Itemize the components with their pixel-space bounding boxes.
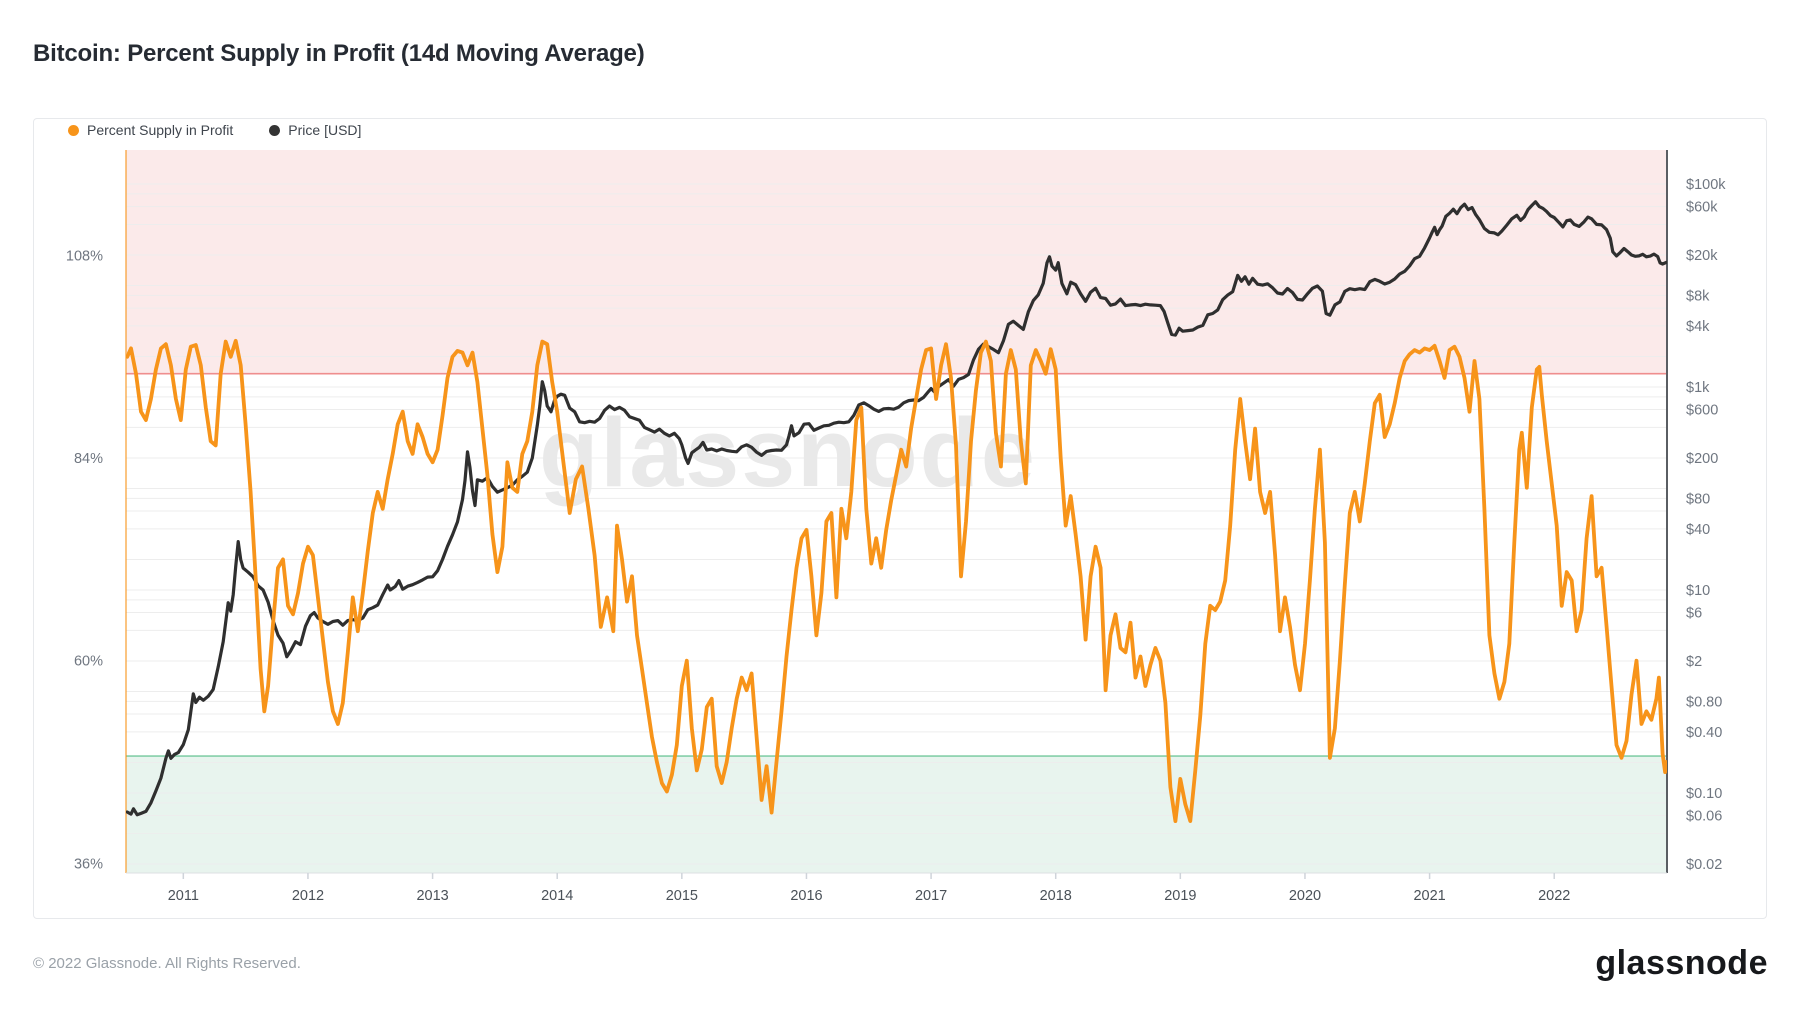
svg-text:$4k: $4k — [1686, 319, 1710, 335]
price-axis-labels: $100k $60k $20k $8k $4k $1k $600 $200 $80 $40 $10 $… — [1686, 177, 1726, 873]
svg-text:$80: $80 — [1686, 491, 1710, 507]
svg-text:2016: 2016 — [790, 888, 822, 904]
svg-text:2011: 2011 — [168, 888, 199, 904]
legend-dot-percent-supply-icon — [68, 124, 79, 136]
svg-text:2020: 2020 — [1289, 888, 1321, 904]
svg-text:84%: 84% — [74, 451, 103, 467]
svg-text:$200: $200 — [1686, 451, 1718, 467]
svg-text:$10: $10 — [1686, 583, 1710, 599]
svg-text:$6: $6 — [1686, 606, 1702, 622]
legend-item-price-usd[interactable]: Price [USD] — [269, 122, 361, 138]
svg-text:108%: 108% — [66, 249, 103, 265]
svg-text:2015: 2015 — [666, 888, 698, 904]
series-price-usd[interactable] — [126, 200, 1667, 817]
page-title: Bitcoin: Percent Supply in Profit (14d M… — [33, 40, 645, 67]
svg-text:$60k: $60k — [1686, 200, 1718, 216]
percent-axis-labels: 36% 60% 84% 108% — [66, 249, 103, 873]
glassnode-watermark: glassnode — [539, 398, 1037, 507]
zone-oversold — [126, 756, 1667, 873]
svg-text:2012: 2012 — [292, 888, 324, 904]
chart-legend: Percent Supply in Profit Price [USD] — [68, 121, 361, 139]
svg-text:$100k: $100k — [1686, 177, 1726, 193]
svg-text:$2: $2 — [1686, 654, 1702, 670]
svg-text:2014: 2014 — [541, 888, 573, 904]
svg-text:36%: 36% — [74, 856, 103, 872]
svg-text:$0.06: $0.06 — [1686, 809, 1722, 825]
legend-item-percent-supply-in-profit[interactable]: Percent Supply in Profit — [68, 122, 233, 138]
svg-text:$1k: $1k — [1686, 380, 1710, 396]
legend-label-percent-supply: Percent Supply in Profit — [87, 122, 234, 138]
svg-text:$600: $600 — [1686, 403, 1718, 419]
svg-text:$0.80: $0.80 — [1686, 694, 1722, 710]
svg-text:$20k: $20k — [1686, 248, 1718, 264]
svg-text:$0.40: $0.40 — [1686, 725, 1722, 741]
svg-text:$8k: $8k — [1686, 288, 1710, 304]
series-percent-supply-in-profit[interactable] — [126, 338, 1667, 823]
glassnode-logo: glassnode — [1595, 944, 1768, 982]
svg-text:2017: 2017 — [915, 888, 947, 904]
svg-text:2021: 2021 — [1413, 888, 1445, 904]
svg-text:2018: 2018 — [1040, 888, 1072, 904]
year-axis: 2011 2012 2013 2014 2015 2016 2017 2018 2019 2020… — [168, 873, 1570, 904]
svg-text:$40: $40 — [1686, 522, 1710, 538]
legend-dot-price-icon — [269, 124, 281, 136]
svg-text:60%: 60% — [74, 654, 103, 670]
price-gridlines — [126, 183, 1667, 865]
svg-text:2019: 2019 — [1164, 888, 1196, 904]
svg-text:$0.02: $0.02 — [1686, 857, 1722, 873]
svg-text:2013: 2013 — [416, 888, 448, 904]
svg-text:2022: 2022 — [1538, 888, 1570, 904]
legend-label-price: Price [USD] — [288, 122, 362, 138]
svg-text:$0.10: $0.10 — [1686, 786, 1722, 802]
footer-copyright: © 2022 Glassnode. All Rights Reserved. — [33, 955, 301, 972]
zone-overbought — [126, 150, 1667, 374]
